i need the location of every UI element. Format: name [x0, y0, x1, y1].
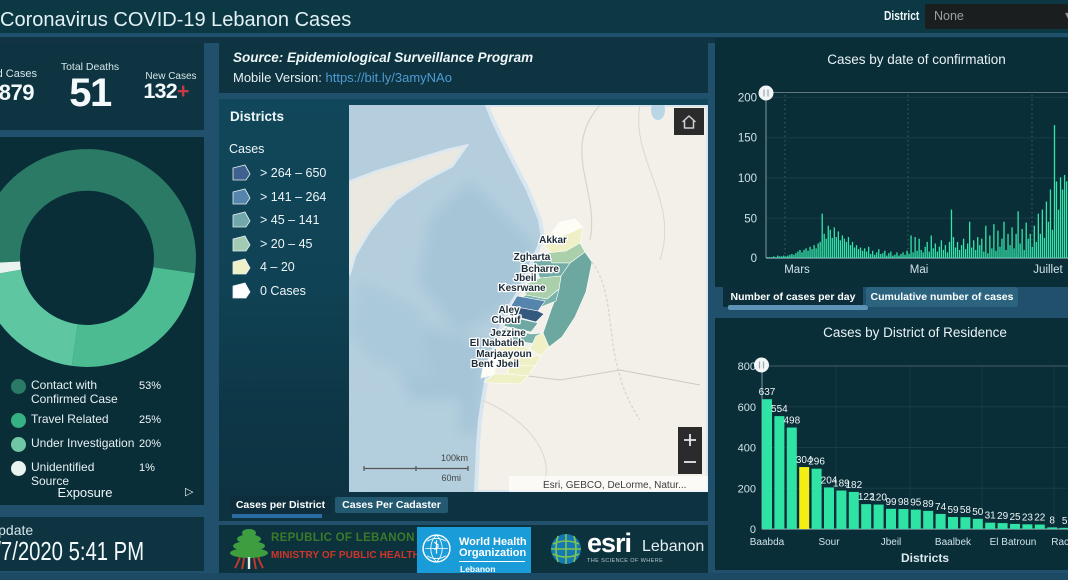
- svg-text:Juillet: Juillet: [1033, 264, 1063, 276]
- svg-text:Sour: Sour: [818, 537, 840, 548]
- svg-text:Mai: Mai: [910, 264, 929, 276]
- svg-text:98: 98: [898, 497, 910, 508]
- svg-text:189: 189: [833, 478, 850, 489]
- svg-text:99: 99: [885, 497, 897, 508]
- svg-text:89: 89: [923, 499, 935, 510]
- svg-text:0: 0: [751, 253, 757, 265]
- svg-text:100km: 100km: [441, 453, 468, 463]
- svg-text:El Batroun: El Batroun: [990, 537, 1037, 548]
- svg-text:800: 800: [738, 361, 756, 373]
- svg-text:Baabda: Baabda: [750, 537, 785, 548]
- svg-text:95: 95: [910, 498, 922, 509]
- svg-text:Kesrwane: Kesrwane: [498, 283, 546, 294]
- svg-text:Chouf: Chouf: [492, 315, 522, 326]
- svg-text:Esri, GEBCO, DeLorme, Natur...: Esri, GEBCO, DeLorme, Natur...: [543, 480, 686, 491]
- svg-text:100: 100: [738, 173, 757, 185]
- svg-text:50: 50: [744, 213, 757, 225]
- svg-text:204: 204: [821, 475, 838, 486]
- svg-text:31: 31: [985, 511, 997, 522]
- svg-text:22: 22: [1034, 513, 1046, 524]
- svg-text:150: 150: [738, 133, 757, 145]
- svg-text:74: 74: [935, 502, 947, 513]
- svg-text:400: 400: [738, 443, 756, 455]
- svg-text:25: 25: [1009, 512, 1021, 523]
- svg-text:182: 182: [845, 480, 862, 491]
- svg-text:Jezzine: Jezzine: [490, 328, 526, 339]
- svg-text:Baalbek: Baalbek: [935, 537, 972, 548]
- svg-text:Aley: Aley: [498, 305, 520, 316]
- svg-text:5: 5: [1062, 516, 1068, 527]
- svg-text:58: 58: [960, 505, 972, 516]
- svg-text:Rachaya: Rachaya: [1051, 537, 1068, 548]
- svg-text:23: 23: [1022, 512, 1034, 523]
- svg-text:50: 50: [972, 507, 984, 518]
- svg-text:122: 122: [858, 492, 875, 503]
- svg-text:296: 296: [808, 457, 825, 468]
- svg-text:554: 554: [771, 404, 788, 415]
- svg-text:Bent Jbeil: Bent Jbeil: [471, 359, 519, 370]
- svg-text:59: 59: [947, 505, 959, 516]
- svg-text:Jbeil: Jbeil: [514, 273, 537, 284]
- svg-text:60mi: 60mi: [441, 473, 461, 483]
- svg-text:637: 637: [759, 387, 776, 398]
- svg-text:0: 0: [750, 524, 756, 536]
- svg-text:600: 600: [738, 402, 756, 414]
- svg-text:8: 8: [1049, 515, 1055, 526]
- svg-text:Mars: Mars: [784, 264, 810, 276]
- svg-text:Jbeil: Jbeil: [881, 537, 902, 548]
- svg-text:120: 120: [870, 493, 887, 504]
- svg-text:Districts: Districts: [901, 551, 949, 565]
- svg-text:Marjaayoun: Marjaayoun: [476, 349, 532, 360]
- svg-text:Zgharta: Zgharta: [514, 252, 551, 263]
- svg-text:200: 200: [738, 92, 757, 104]
- svg-text:Akkar: Akkar: [539, 235, 567, 246]
- svg-text:El Nabatieh: El Nabatieh: [470, 338, 524, 349]
- svg-text:304: 304: [796, 455, 813, 466]
- svg-text:200: 200: [738, 483, 756, 495]
- svg-text:498: 498: [783, 416, 800, 427]
- svg-text:Bcharre: Bcharre: [521, 264, 559, 275]
- svg-text:29: 29: [997, 511, 1009, 522]
